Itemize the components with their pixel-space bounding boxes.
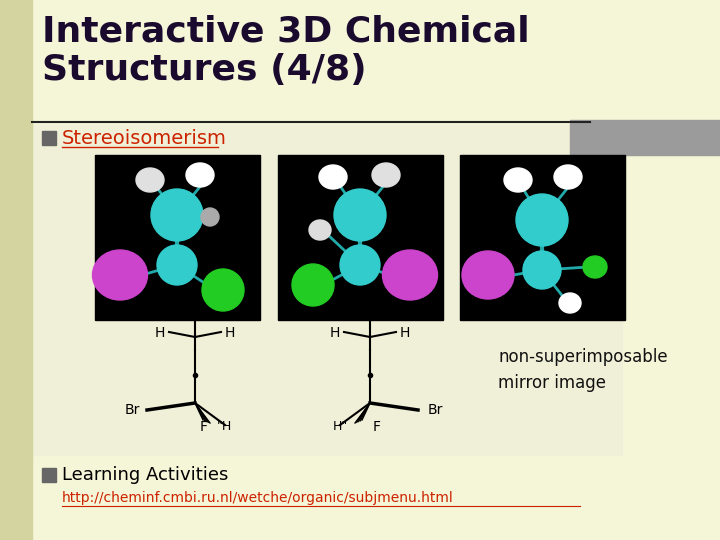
Ellipse shape xyxy=(151,189,203,241)
Ellipse shape xyxy=(382,250,438,300)
Text: H: H xyxy=(155,326,165,340)
Ellipse shape xyxy=(201,208,219,226)
Text: http://cheminf.cmbi.ru.nl/wetche/organic/subjmenu.html: http://cheminf.cmbi.ru.nl/wetche/organic… xyxy=(62,491,454,505)
Ellipse shape xyxy=(92,250,148,300)
Ellipse shape xyxy=(372,163,400,187)
Ellipse shape xyxy=(504,168,532,192)
Ellipse shape xyxy=(292,264,334,306)
Text: Br: Br xyxy=(428,403,444,417)
Text: Learning Activities: Learning Activities xyxy=(62,466,228,484)
Text: Stereoisomerism: Stereoisomerism xyxy=(62,129,227,147)
Ellipse shape xyxy=(559,293,581,313)
Ellipse shape xyxy=(583,256,607,278)
Ellipse shape xyxy=(319,165,347,189)
Text: H: H xyxy=(400,326,410,340)
Ellipse shape xyxy=(554,165,582,189)
Text: F: F xyxy=(200,420,208,434)
Text: H: H xyxy=(365,301,375,315)
Bar xyxy=(460,155,625,320)
Ellipse shape xyxy=(334,189,386,241)
Text: "H: "H xyxy=(217,421,233,434)
Ellipse shape xyxy=(340,245,380,285)
Bar xyxy=(278,155,443,320)
Ellipse shape xyxy=(136,168,164,192)
Text: Interactive 3D Chemical
Structures (4/8): Interactive 3D Chemical Structures (4/8) xyxy=(42,15,530,87)
Ellipse shape xyxy=(202,269,244,311)
Bar xyxy=(32,125,622,455)
Ellipse shape xyxy=(157,245,197,285)
Bar xyxy=(42,131,56,145)
Ellipse shape xyxy=(523,251,561,289)
Bar xyxy=(42,468,56,482)
Bar xyxy=(570,120,720,155)
Ellipse shape xyxy=(462,251,514,299)
Text: H": H" xyxy=(333,421,348,434)
Ellipse shape xyxy=(516,194,568,246)
Bar xyxy=(0,0,32,540)
Text: H: H xyxy=(330,326,340,340)
Text: Br: Br xyxy=(125,403,140,417)
Text: H: H xyxy=(225,326,235,340)
Text: H: H xyxy=(190,301,200,315)
Ellipse shape xyxy=(186,163,214,187)
Text: F: F xyxy=(373,420,381,434)
Bar xyxy=(95,155,260,320)
Text: non-superimposable
mirror image: non-superimposable mirror image xyxy=(498,348,667,392)
Ellipse shape xyxy=(309,220,331,240)
